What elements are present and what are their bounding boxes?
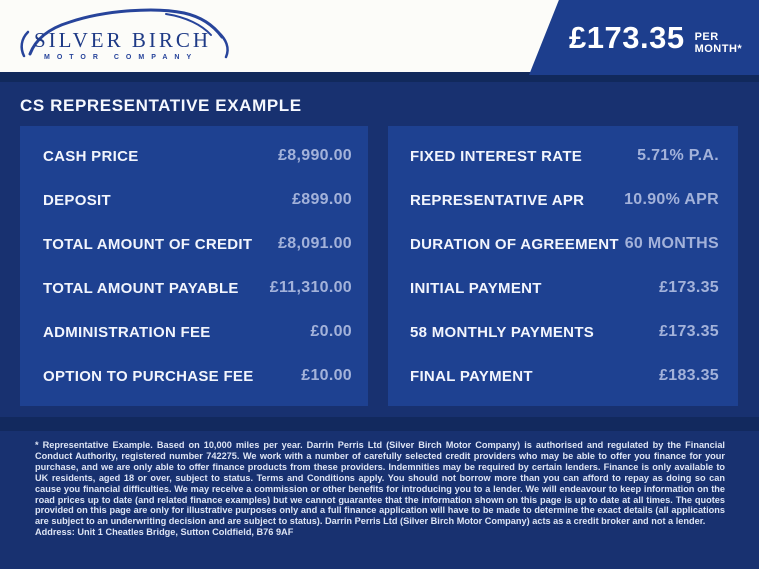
price-banner: £173.35 PER MONTH* (529, 0, 759, 75)
row-value: £10.00 (301, 367, 352, 384)
row-value: 5.71% P.A. (637, 147, 719, 164)
car-outline-icon (20, 8, 229, 59)
row-value: £183.35 (659, 367, 719, 384)
row-value: £11,310.00 (269, 279, 352, 296)
row-deposit: DEPOSIT £899.00 (20, 178, 368, 222)
finance-panel-left: CASH PRICE £8,990.00 DEPOSIT £899.00 TOT… (20, 126, 368, 406)
row-label: DURATION OF AGREEMENT (410, 235, 619, 253)
row-representative-apr: REPRESENTATIVE APR 10.90% APR (388, 178, 738, 222)
row-administration-fee: ADMINISTRATION FEE £0.00 (20, 310, 368, 354)
row-label: FIXED INTEREST RATE (410, 147, 583, 165)
row-value: £8,091.00 (278, 235, 352, 252)
monthly-price-amount: £173.35 (569, 19, 685, 55)
row-option-to-purchase-fee: OPTION TO PURCHASE FEE £10.00 (20, 354, 368, 398)
logo-subtitle: MOTOR COMPANY (44, 54, 199, 61)
row-label: ADMINISTRATION FEE (43, 323, 211, 341)
panels-bottom-divider (0, 417, 759, 431)
row-label: REPRESENTATIVE APR (410, 191, 585, 209)
row-cash-price: CASH PRICE £8,990.00 (20, 134, 368, 178)
row-label: FINAL PAYMENT (410, 367, 533, 385)
row-58-monthly-payments: 58 MONTHLY PAYMENTS £173.35 (388, 310, 738, 354)
row-final-payment: FINAL PAYMENT £183.35 (388, 354, 738, 398)
dealer-address: Address: Unit 1 Cheatles Bridge, Sutton … (35, 527, 294, 538)
row-initial-payment: INITIAL PAYMENT £173.35 (388, 266, 738, 310)
silver-birch-logo: SILVER BIRCH MOTOR COMPANY (14, 4, 254, 70)
header-divider (0, 72, 759, 82)
row-value: £899.00 (292, 191, 352, 208)
monthly-price-suffix: PER MONTH* (694, 30, 743, 55)
row-label: INITIAL PAYMENT (410, 279, 542, 297)
row-value: £0.00 (310, 323, 352, 340)
row-value: £8,990.00 (278, 147, 352, 164)
header: SILVER BIRCH MOTOR COMPANY £173.35 PER M… (0, 0, 759, 75)
row-label: OPTION TO PURCHASE FEE (43, 367, 254, 385)
finance-panels: CASH PRICE £8,990.00 DEPOSIT £899.00 TOT… (20, 126, 738, 406)
row-value: £173.35 (659, 323, 719, 340)
row-value: £173.35 (659, 279, 719, 296)
row-fixed-interest-rate: FIXED INTEREST RATE 5.71% P.A. (388, 134, 738, 178)
row-label: TOTAL AMOUNT PAYABLE (43, 279, 239, 297)
page-title: CS REPRESENTATIVE EXAMPLE (20, 96, 302, 115)
disclaimer: * Representative Example. Based on 10,00… (35, 440, 725, 538)
row-label: TOTAL AMOUNT OF CREDIT (43, 235, 253, 253)
row-total-amount-payable: TOTAL AMOUNT PAYABLE £11,310.00 (20, 266, 368, 310)
row-duration-of-agreement: DURATION OF AGREEMENT 60 MONTHS (388, 222, 738, 266)
finance-panel-right: FIXED INTEREST RATE 5.71% P.A. REPRESENT… (388, 126, 738, 406)
logo-name: SILVER BIRCH (34, 28, 212, 52)
row-label: 58 MONTHLY PAYMENTS (410, 323, 595, 341)
row-label: CASH PRICE (43, 147, 139, 165)
row-value: 10.90% APR (624, 191, 719, 208)
row-label: DEPOSIT (43, 191, 111, 209)
disclaimer-text: * Representative Example. Based on 10,00… (35, 440, 725, 527)
row-total-amount-of-credit: TOTAL AMOUNT OF CREDIT £8,091.00 (20, 222, 368, 266)
row-value: 60 MONTHS (624, 235, 719, 252)
